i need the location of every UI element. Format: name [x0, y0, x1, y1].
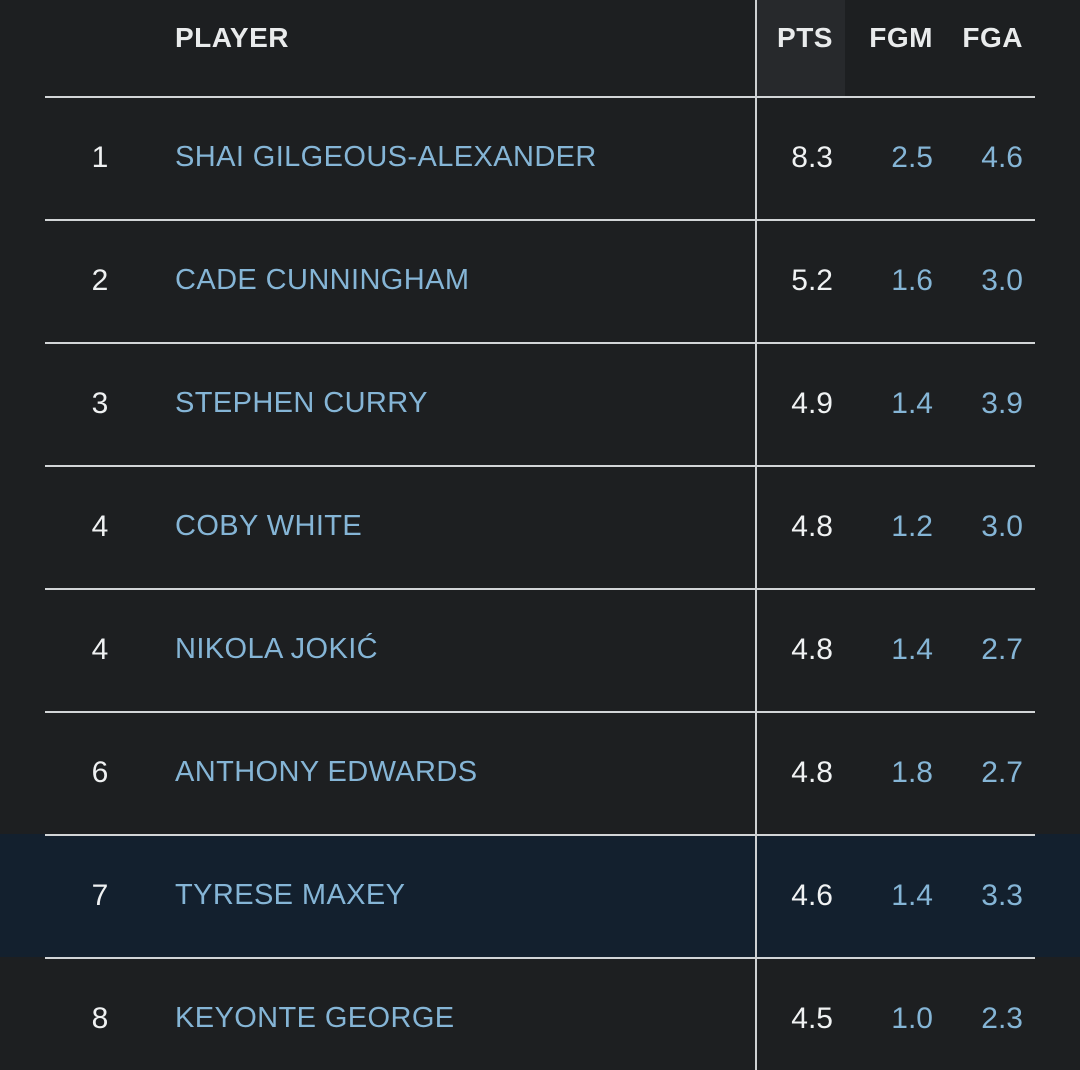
rank: 4 [91, 509, 109, 543]
player-name: TYRESE MAXEY [175, 879, 406, 911]
stat-fgm: 1.6 [891, 263, 933, 297]
stat-pts: 4.8 [791, 632, 833, 666]
stat-fgm: 1.4 [891, 386, 933, 420]
stats-row[interactable]: 3 STEPHEN CURRY 4.9 1.4 3.9 [0, 342, 1080, 465]
stat-fgm: 1.8 [891, 755, 933, 789]
stat-pts: 4.8 [791, 755, 833, 789]
player-name: CADE CUNNINGHAM [175, 264, 470, 296]
stat-pts: 4.6 [791, 878, 833, 912]
stat-pts: 4.8 [791, 509, 833, 543]
rank: 2 [91, 263, 109, 297]
fga-column-header[interactable]: FGA [962, 22, 1023, 53]
stat-fga: 2.3 [981, 1001, 1023, 1035]
stat-fgm: 1.0 [891, 1001, 933, 1035]
rank: 7 [91, 878, 109, 912]
stats-row[interactable]: 7 TYRESE MAXEY 4.6 1.4 3.3 [0, 834, 1080, 957]
rank-column-header [45, 0, 175, 96]
stat-fga: 3.9 [981, 386, 1023, 420]
column-divider [755, 0, 757, 1070]
stat-pts: 4.9 [791, 386, 833, 420]
stat-fgm: 2.5 [891, 140, 933, 174]
stat-pts: 4.5 [791, 1001, 833, 1035]
player-name: SHAI GILGEOUS-ALEXANDER [175, 141, 597, 173]
stats-row[interactable]: 6 ANTHONY EDWARDS 4.8 1.8 2.7 [0, 711, 1080, 834]
player-name: STEPHEN CURRY [175, 387, 428, 419]
stats-row[interactable]: 4 COBY WHITE 4.8 1.2 3.0 [0, 465, 1080, 588]
pts-column-header[interactable]: PTS [755, 0, 845, 96]
stat-fga: 2.7 [981, 755, 1023, 789]
stat-fgm: 1.4 [891, 878, 933, 912]
stat-fgm: 1.2 [891, 509, 933, 543]
stat-fga: 2.7 [981, 632, 1023, 666]
stats-row[interactable]: 2 CADE CUNNINGHAM 5.2 1.6 3.0 [0, 219, 1080, 342]
rank: 1 [91, 140, 109, 174]
stat-fga: 3.3 [981, 878, 1023, 912]
fgm-column-header[interactable]: FGM [869, 22, 933, 53]
rank: 3 [91, 386, 109, 420]
player-name: NIKOLA JOKIĆ [175, 633, 379, 665]
stats-row[interactable]: 1 SHAI GILGEOUS-ALEXANDER 8.3 2.5 4.6 [0, 96, 1080, 219]
player-column-header[interactable]: PLAYER [175, 22, 290, 53]
table-header: PLAYER PTS FGM FGA [0, 0, 1080, 96]
stats-row[interactable]: 4 NIKOLA JOKIĆ 4.8 1.4 2.7 [0, 588, 1080, 711]
stats-row[interactable]: 8 KEYONTE GEORGE 4.5 1.0 2.3 [0, 957, 1080, 1070]
stat-pts: 5.2 [791, 263, 833, 297]
player-name: ANTHONY EDWARDS [175, 756, 478, 788]
rank: 8 [91, 1001, 109, 1035]
rank: 6 [91, 755, 109, 789]
stat-pts: 8.3 [791, 140, 833, 174]
stat-fgm: 1.4 [891, 632, 933, 666]
stat-fga: 3.0 [981, 263, 1023, 297]
player-name: KEYONTE GEORGE [175, 1002, 455, 1034]
rank: 4 [91, 632, 109, 666]
player-name: COBY WHITE [175, 510, 363, 542]
stat-fga: 3.0 [981, 509, 1023, 543]
stat-fga: 4.6 [981, 140, 1023, 174]
